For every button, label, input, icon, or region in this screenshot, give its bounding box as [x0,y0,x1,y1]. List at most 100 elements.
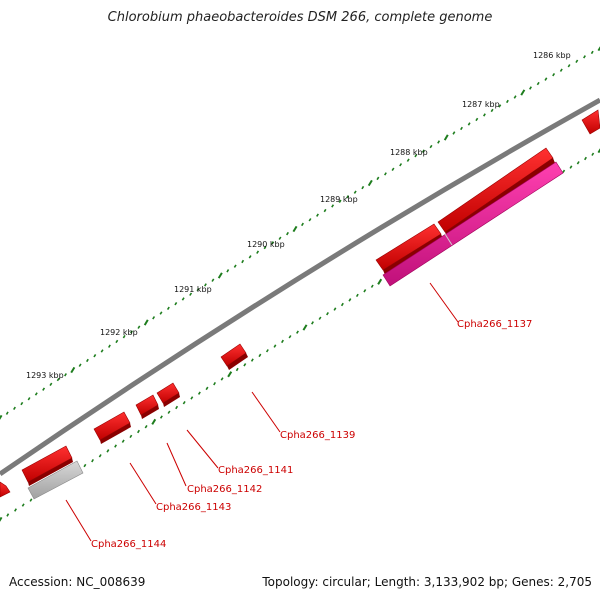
inner-ruler-minor-tick [159,415,163,419]
kbp-label-1293: 1293 kbp [26,371,64,380]
outer-ruler-minor-tick [323,208,327,213]
outer-ruler-minor-tick [166,306,170,311]
inner-ruler-minor-tick [348,298,352,302]
outer-ruler-minor-tick [181,297,185,301]
gene-label-cpha266-1144[interactable]: Cpha266_1144 [91,539,166,550]
inner-ruler-minor-tick [220,377,224,381]
kbp-label-1292: 1292 kbp [100,328,138,337]
inner-ruler-minor-tick [175,405,179,410]
inner-ruler-minor-tick [281,339,284,344]
accession-text: Accession: NC_008639 [9,575,146,589]
outer-ruler-minor-tick [559,68,563,72]
outer-ruler-minor-tick [49,382,53,387]
outer-ruler-minor-tick [27,397,31,401]
outer-ruler-major-tick [520,89,526,96]
outer-ruler-minor-tick [583,55,586,59]
gene-label-group: Cpha266_1137 Cpha266_1139 Cpha266_1141 C… [91,319,532,550]
inner-ruler-minor-tick [318,316,322,320]
gene-label-cpha266-1137[interactable]: Cpha266_1137 [457,319,532,330]
gene-feature-rna[interactable] [382,161,564,287]
inner-ruler-major-tick [151,418,157,425]
inner-ruler-minor-tick [326,311,329,316]
outer-ruler-minor-tick [20,401,24,406]
inner-ruler-minor-tick [98,454,102,458]
inner-ruler-minor-tick [562,169,566,174]
outer-ruler-minor-tick [575,59,579,64]
outer-ruler-minor-tick [406,158,410,162]
outer-ruler-minor-tick [429,144,433,149]
outer-ruler-minor-tick [529,86,532,90]
gene-feature-forward[interactable] [93,411,131,444]
gene-leader-lines [65,282,459,542]
outer-ruler-minor-tick [331,204,335,208]
outer-ruler-minor-tick [421,149,425,153]
outer-ruler-minor-tick [361,185,365,190]
outer-ruler-major-tick [443,134,449,141]
kbp-label-1290: 1290 kbp [247,240,285,249]
gene-label-cpha266-1143[interactable]: Cpha266_1143 [156,502,231,513]
outer-ruler-minor-tick [5,411,9,415]
outer-ruler-minor-tick [460,126,463,131]
outer-ruler-minor-tick [196,287,200,292]
outer-ruler-minor-tick [241,259,245,264]
gene-feature-pseudo[interactable] [27,460,84,500]
inner-ruler-major-tick [597,148,600,154]
kbp-label-1288: 1288 kbp [390,148,428,157]
outer-ruler-minor-tick [483,113,486,117]
gene-feature-forward[interactable] [581,109,600,135]
outer-ruler-minor-tick [376,176,380,181]
gene-label-cpha266-1142[interactable]: Cpha266_1142 [187,484,262,495]
gene-label-cpha266-1139[interactable]: Cpha266_1139 [280,430,355,441]
outer-ruler-major-tick [0,414,3,420]
gene-feature-forward[interactable] [135,394,159,419]
outer-ruler-minor-tick [34,392,38,396]
gene-feature-forward[interactable] [375,223,443,275]
inner-ruler-minor-tick [182,400,186,405]
gene-feature-forward[interactable] [220,343,248,370]
outer-ruler-minor-tick [56,377,60,382]
kbp-label-group: 1286 kbp 1287 kbp 1288 kbp 1289 kbp 1290… [26,51,571,380]
outer-ruler-minor-tick [78,363,82,367]
outer-ruler-minor-tick [115,339,119,344]
outer-ruler-minor-tick [536,81,540,86]
outer-ruler-minor-tick [384,172,387,176]
gene-feature-forward[interactable] [156,382,180,407]
inner-ruler-minor-tick [265,349,269,353]
inner-ruler-minor-tick [311,321,314,325]
inner-ruler-minor-tick [363,289,367,293]
inner-ruler-minor-tick [584,156,587,161]
kbp-label-1291: 1291 kbp [174,285,212,294]
inner-ruler-minor-tick [576,161,580,165]
inner-ruler-minor-tick [569,165,573,169]
outer-ruler-minor-tick [13,406,16,411]
gene-label-cpha266-1141[interactable]: Cpha266_1141 [218,465,293,476]
outer-dotted-ruler [0,46,600,420]
inner-ruler-minor-tick [14,508,17,512]
gene-feature-forward[interactable] [21,445,73,486]
outer-ruler-minor-tick [414,153,418,158]
outer-ruler-minor-tick [286,231,289,236]
inner-ruler-minor-tick [213,382,216,386]
outer-ruler-major-tick [292,225,298,233]
outer-ruler-minor-tick [108,344,111,348]
outer-ruler-minor-tick [308,218,312,222]
inner-ruler-minor-tick [205,386,209,391]
outer-ruler-minor-tick [248,255,252,259]
outer-ruler-minor-tick [122,335,126,339]
outer-ruler-minor-tick [42,387,46,391]
inner-ruler-major-tick [302,324,308,331]
gene-features [0,109,600,500]
outer-ruler-minor-tick [211,278,215,282]
outer-ruler-minor-tick [256,250,260,254]
inner-ruler-minor-tick [250,358,254,362]
inner-ruler-minor-tick [167,410,171,414]
inner-ruler-minor-tick [91,459,94,463]
gene-feature-forward[interactable] [0,481,11,498]
outer-ruler-minor-tick [338,199,342,204]
inner-ruler-major-tick [0,516,3,522]
outer-ruler-minor-tick [271,241,274,245]
kbp-label-1289: 1289 kbp [320,195,358,204]
outer-ruler-minor-tick [346,195,350,199]
genome-summary-text: Topology: circular; Length: 3,133,902 bp… [262,575,592,589]
